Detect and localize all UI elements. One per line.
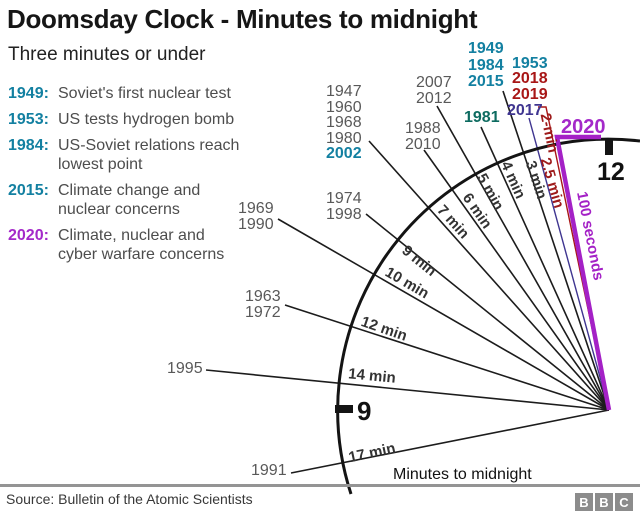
legend-heading: Three minutes or under: [8, 44, 206, 65]
numeral-9: 9: [357, 396, 372, 426]
legend-year-2020: 2020:: [8, 227, 49, 244]
clock-caption: Minutes to midnight: [393, 466, 532, 483]
legend-year-1953: 1953:: [8, 111, 49, 128]
bbc-logo: B B C: [575, 493, 633, 511]
line-14min: [205, 369, 610, 411]
line-5min: [436, 105, 610, 411]
year-1953: 1953: [512, 55, 548, 72]
legend-text-2020: Climate, nuclear and: [58, 227, 205, 244]
years-6min: 1988 2010: [405, 121, 441, 152]
line-4min: [480, 126, 610, 411]
bbc-logo-block-c: C: [615, 493, 633, 511]
year-2019: 2019: [512, 86, 548, 103]
legend: 1949: Soviet's first nuclear test 1953: …: [8, 84, 288, 271]
legend-year-1984: 1984:: [8, 137, 49, 154]
year-1984: 1984: [468, 56, 504, 74]
legend-text-1949: Soviet's first nuclear test: [58, 85, 231, 102]
year-1974: 1974: [326, 190, 362, 207]
line-12min: [284, 304, 610, 411]
page-title: Doomsday Clock - Minutes to midnight: [7, 4, 478, 34]
line-10min: [277, 218, 610, 411]
years-7min: 1947 1960 1968 1980 2002: [326, 84, 362, 162]
legend-entry-1953: 1953: US tests hydrogen bomb: [8, 110, 288, 129]
bbc-logo-block-b1: B: [575, 493, 593, 511]
year-1963: 1963: [245, 288, 281, 305]
line-6min: [423, 149, 610, 411]
line-2-5min: [528, 117, 610, 411]
year-2002: 2002: [326, 145, 362, 163]
year-1969: 1969: [238, 200, 274, 217]
years-10min: 1969 1990: [238, 201, 274, 232]
line-9min: [365, 213, 610, 411]
line-7min: [368, 140, 610, 411]
numeral-12: 12: [597, 158, 625, 186]
year-2007: 2007: [416, 74, 452, 91]
source-credit: Source: Bulletin of the Atomic Scientist…: [6, 491, 253, 507]
years-12min: 1963 1972: [245, 289, 281, 320]
years-9min: 1974 1998: [326, 191, 362, 222]
year-1990: 1990: [238, 215, 274, 233]
legend-year-2015: 2015:: [8, 182, 49, 199]
year-1988: 1988: [405, 120, 441, 137]
line-100-seconds: [554, 134, 612, 411]
year-1947: 1947: [326, 83, 362, 100]
legend-entry-2015: 2015: Climate change and nuclear concerns: [8, 181, 288, 219]
year-2018: 2018: [512, 70, 548, 87]
radial-lines: [205, 90, 610, 474]
year-1968: 1968: [326, 114, 362, 132]
years-5min: 2007 2012: [416, 75, 452, 106]
year-1991: 1991: [251, 462, 287, 479]
years-17min: 1991: [251, 463, 287, 479]
legend-text-1984: US-Soviet relations reach: [58, 137, 240, 154]
legend-text-1953: US tests hydrogen bomb: [58, 111, 235, 128]
years-3min: 1949 1984 2015: [468, 40, 504, 91]
year-1998: 1998: [326, 205, 362, 223]
bbc-logo-block-b2: B: [595, 493, 613, 511]
year-2017: 2017: [507, 102, 543, 119]
year-1949: 1949: [468, 40, 504, 57]
legend-entry-1984: 1984: US-Soviet relations reach lowest po…: [8, 136, 288, 174]
year-2020: 2020: [561, 116, 606, 138]
legend-text-2015: Climate change and: [58, 182, 201, 199]
year-2012: 2012: [416, 89, 452, 107]
footer-divider: [0, 484, 640, 487]
years-14min: 1995: [167, 361, 203, 377]
year-2015: 2015: [468, 73, 504, 90]
line-3min: [502, 90, 610, 411]
year-2010: 2010: [405, 135, 441, 153]
legend-entry-2020: 2020: Climate, nuclear and cyber warfare …: [8, 226, 288, 264]
year-1960: 1960: [326, 98, 362, 116]
year-1995: 1995: [167, 360, 203, 377]
legend-entry-1949: 1949: Soviet's first nuclear test: [8, 84, 288, 103]
year-1972: 1972: [245, 303, 281, 321]
years-2min: 2018 2019: [512, 71, 548, 103]
year-1980: 1980: [326, 129, 362, 147]
legend-year-1949: 1949:: [8, 85, 49, 102]
year-1981: 1981: [464, 109, 500, 126]
